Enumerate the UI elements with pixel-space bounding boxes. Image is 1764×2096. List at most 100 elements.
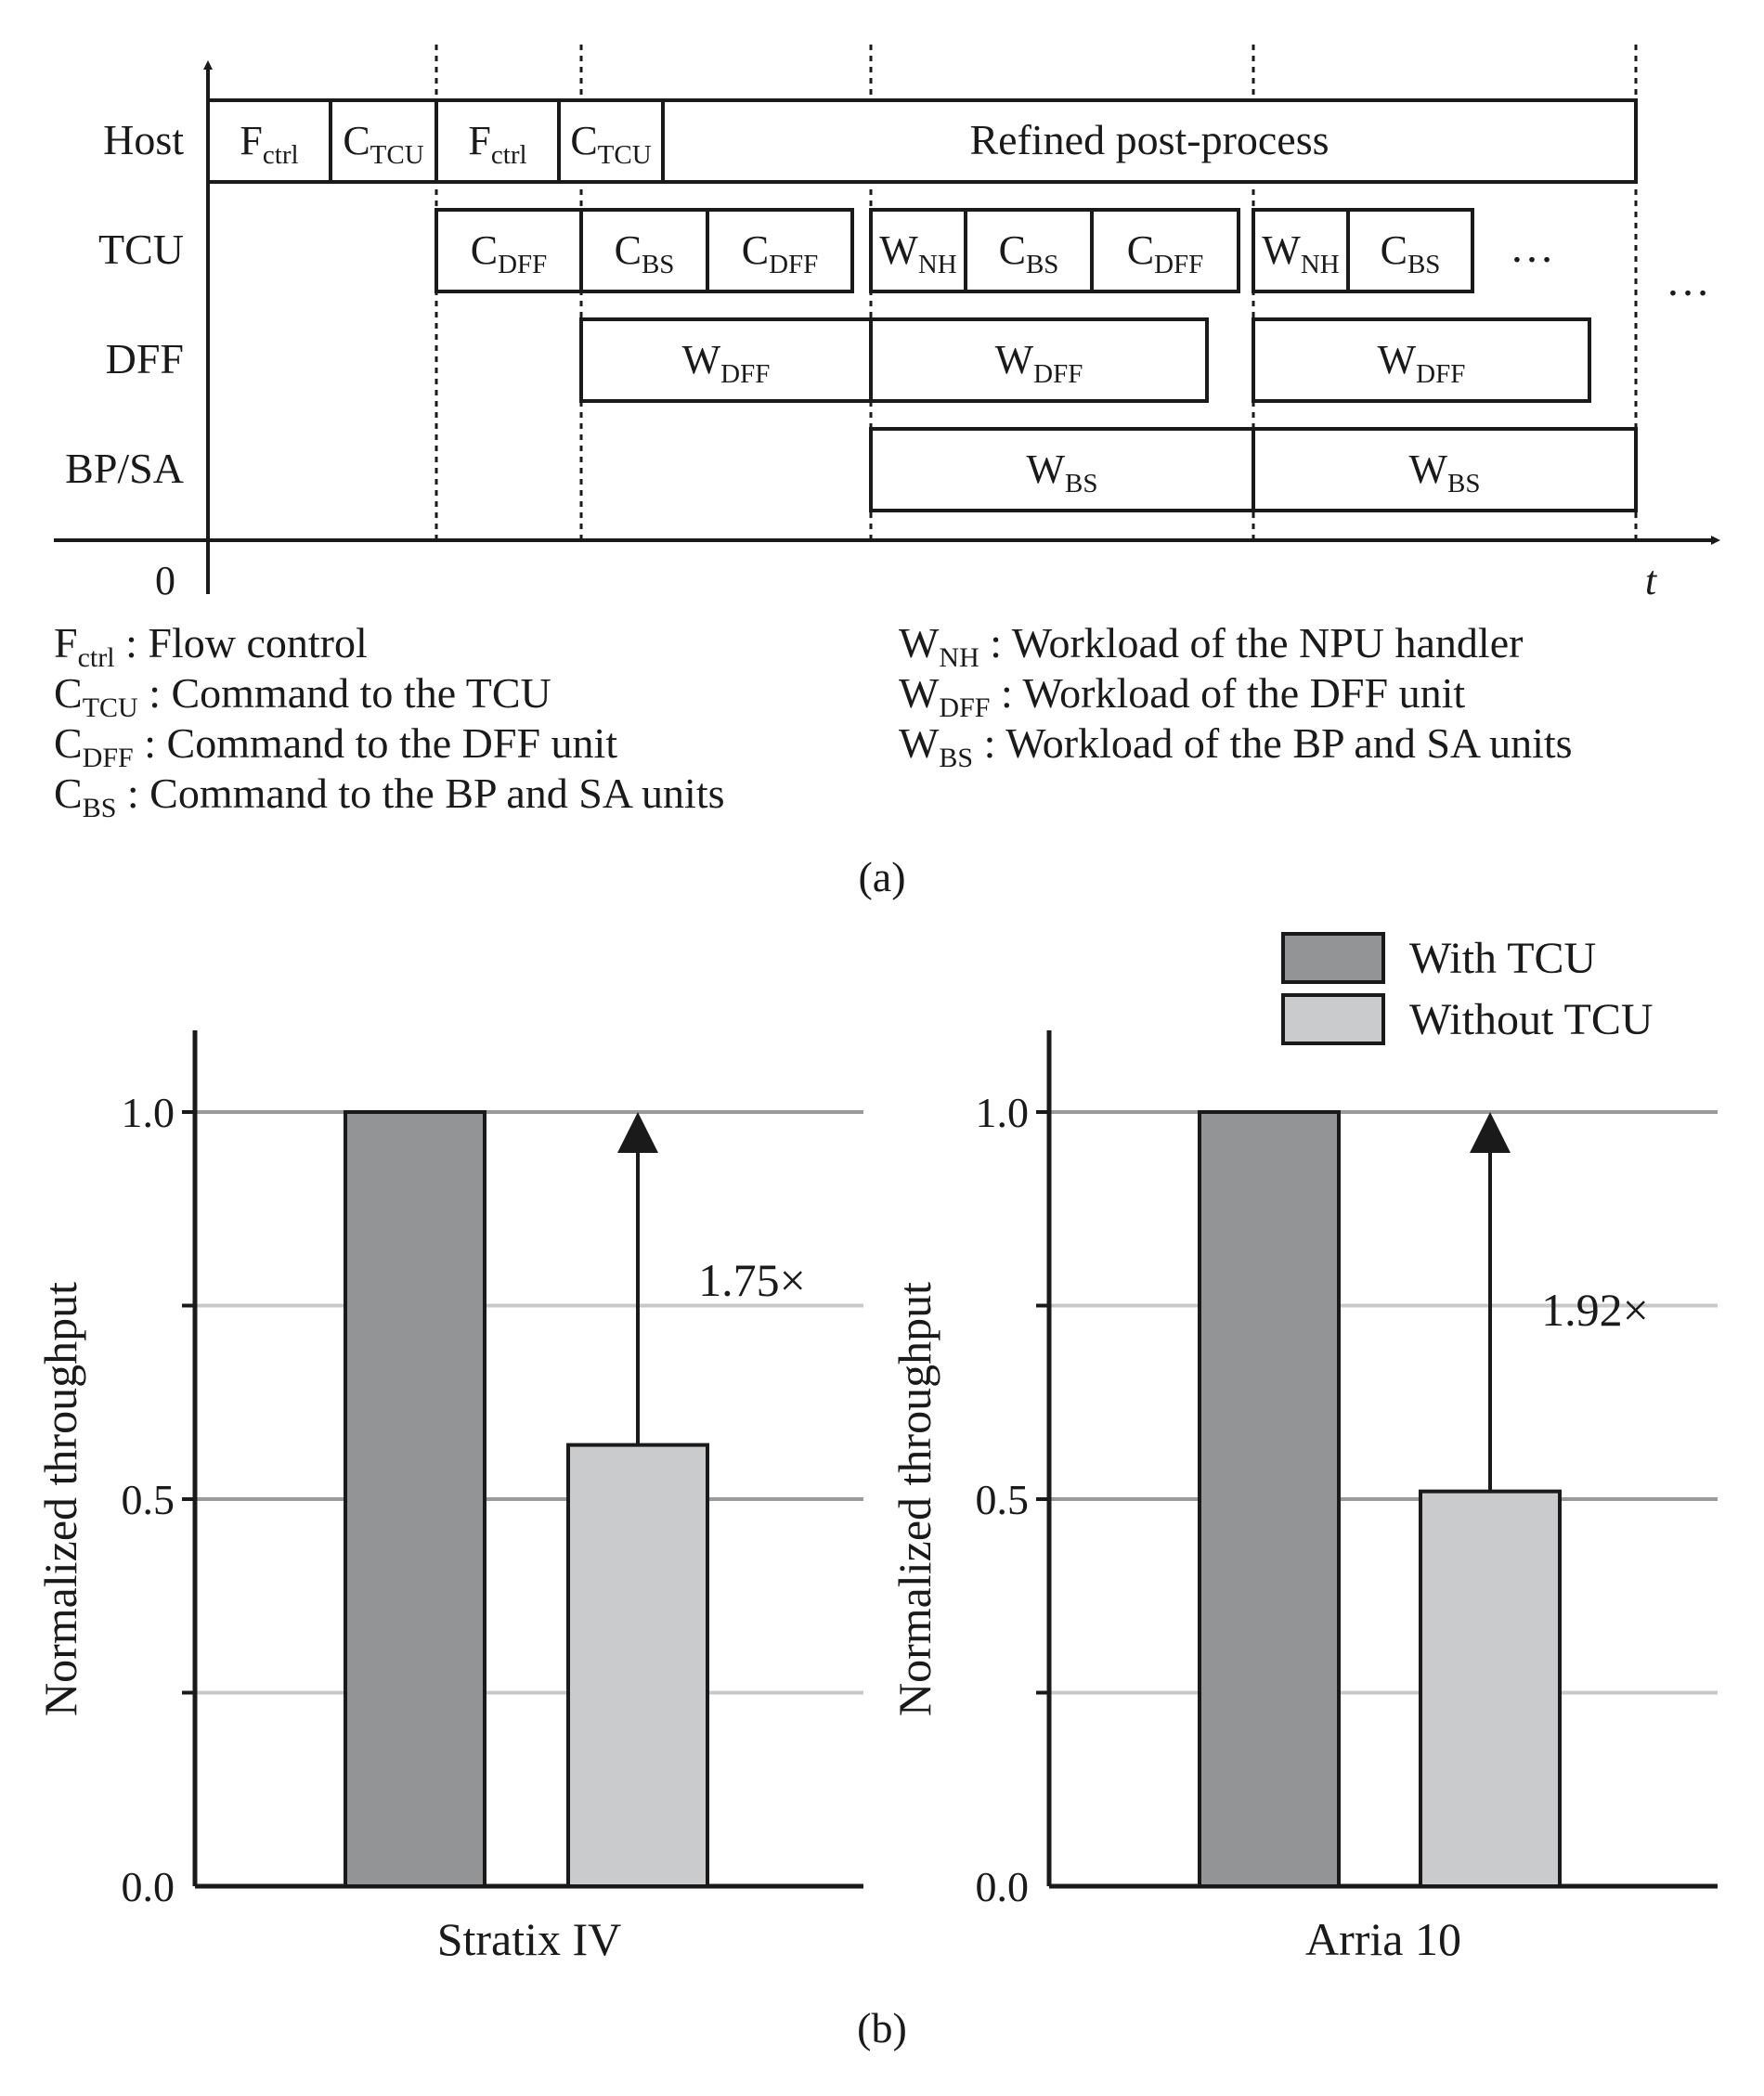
legend-entry: CBS : Command to the BP and SA units (54, 770, 725, 823)
caption-b: (b) (857, 2004, 907, 2051)
legend-swatch (1281, 932, 1385, 984)
legend-entry-desc: : Command to the DFF unit (134, 719, 618, 767)
timing-block (1252, 208, 1350, 293)
ellipsis-tcu: … (1510, 223, 1554, 272)
timing-block-label: CTCU (570, 118, 651, 170)
timing-block-label-main: W (1026, 446, 1065, 492)
timing-block-label-main: C (742, 227, 769, 273)
x-axis-label: Arria 10 (1305, 1913, 1461, 1965)
timing-block-label: CTCU (343, 118, 423, 170)
legend-entry-sub: BS (83, 793, 117, 823)
bar-with-tcu (344, 1110, 486, 1888)
timing-block-label-main: W (995, 337, 1034, 382)
y-tick-label: 0.0 (122, 1863, 175, 1910)
caption-a: (a) (858, 853, 905, 900)
legend-entry-main: W (899, 669, 940, 717)
timing-block-label-main: C (471, 227, 498, 273)
legend-entry-desc: : Workload of the DFF unit (990, 669, 1465, 717)
timing-block-label-main: C (570, 118, 597, 163)
y-tick-label: 0.5 (976, 1476, 1030, 1523)
legend-entry: CDFF : Command to the DFF unit (54, 719, 617, 773)
legend-entry-sub: BS (939, 743, 973, 773)
legend-swatch (1281, 993, 1385, 1045)
legend-entry: WDFF : Workload of the DFF unit (899, 669, 1465, 723)
legend-entry-sub: DFF (83, 743, 134, 773)
timing-block (1252, 317, 1591, 403)
timing-block-label-sub: TCU (370, 140, 424, 170)
legend-entry-main: C (54, 770, 83, 817)
row-label: TCU (98, 226, 184, 273)
legend-entry-desc: : Flow control (115, 619, 368, 666)
legend-entry-sub: NH (939, 642, 979, 673)
timing-block-label-sub: ctrl (491, 140, 527, 170)
timing-block (869, 427, 1255, 512)
timing-block-label: WNH (879, 227, 956, 279)
legend-entry: CTCU : Command to the TCU (54, 669, 551, 723)
timing-block-label-main: C (999, 227, 1026, 273)
timing-block-label: CBS (999, 227, 1059, 279)
timing-block-label: WBS (1408, 446, 1480, 498)
speedup-label: 1.92× (1541, 1284, 1649, 1336)
legend-entry-desc: : Workload of the NPU handler (979, 619, 1524, 666)
timing-block-label-sub: BS (1065, 469, 1097, 498)
timing-block-label-main: Refined post-process (969, 116, 1329, 163)
timing-block-label-sub: DFF (1154, 250, 1203, 279)
timing-block-label-main: C (343, 118, 370, 163)
bar-chart-stratix: 0.0 0.5 1.0 Normalized throughput Stratix IV… (34, 1030, 863, 1965)
timing-block (329, 98, 438, 184)
timing-block-label-sub: BS (1447, 469, 1480, 498)
row-label: BP/SA (65, 445, 184, 492)
legend-entry-desc: : Command to the BP and SA units (116, 770, 724, 817)
ellipsis-end: … (1666, 256, 1710, 305)
legend-entry-sub: TCU (83, 692, 138, 723)
legend-entry-main: W (899, 619, 940, 666)
timing-block (206, 98, 332, 184)
bar-without-tcu (1419, 1489, 1562, 1889)
timing-block-label-sub: DFF (769, 250, 818, 279)
timing-block-label: Fctrl (468, 118, 526, 170)
legend-entry-desc: : Command to the TCU (138, 669, 551, 717)
timing-block (661, 98, 1638, 184)
timing-block-label: Fctrl (240, 118, 298, 170)
legend-label: With TCU (1409, 934, 1596, 983)
y-tick-label: 1.0 (122, 1089, 175, 1136)
timing-block-label-main: C (1381, 227, 1407, 273)
y-tick-label: 0.5 (122, 1476, 175, 1523)
legend-entry-main: W (899, 719, 940, 767)
timing-block (869, 208, 967, 293)
y-axis-label: Normalized throughput (34, 1282, 86, 1716)
timing-block-label: CDFF (471, 227, 548, 279)
timing-block-label: CDFF (1127, 227, 1204, 279)
speedup-arrow-head (617, 1112, 658, 1153)
time-label: t (1645, 558, 1658, 603)
timing-block-label-main: C (615, 227, 642, 273)
timing-block-label-sub: BS (1407, 250, 1440, 279)
legend-entry-sub: DFF (939, 692, 990, 723)
timing-block-label: WNH (1262, 227, 1339, 279)
timing-block-label-sub: ctrl (263, 140, 299, 170)
timing-block-label: Refined post-process (969, 116, 1329, 163)
y-axis-label: Normalized throughput (888, 1282, 940, 1716)
speedup-arrow-head (1470, 1112, 1511, 1153)
x-axis-label: Stratix IV (437, 1913, 622, 1965)
timing-block-label-main: F (468, 118, 490, 163)
timing-block (579, 317, 873, 403)
timing-block (1346, 208, 1474, 293)
timing-block (435, 98, 561, 184)
legend-entry-main: C (54, 719, 83, 767)
timing-block-label: CBS (1381, 227, 1441, 279)
timing-block-label-sub: BS (1026, 250, 1058, 279)
legend-entry: WNH : Workload of the NPU handler (899, 619, 1523, 673)
timing-block-label-sub: BS (642, 250, 674, 279)
timing-block (579, 208, 709, 293)
timing-block-label-sub: DFF (720, 359, 770, 389)
row-label: DFF (106, 335, 184, 382)
timing-block (1090, 208, 1240, 293)
timing-block-label: CDFF (742, 227, 819, 279)
timing-block-label-sub: DFF (1033, 359, 1083, 389)
timing-block-label-main: W (879, 227, 918, 273)
